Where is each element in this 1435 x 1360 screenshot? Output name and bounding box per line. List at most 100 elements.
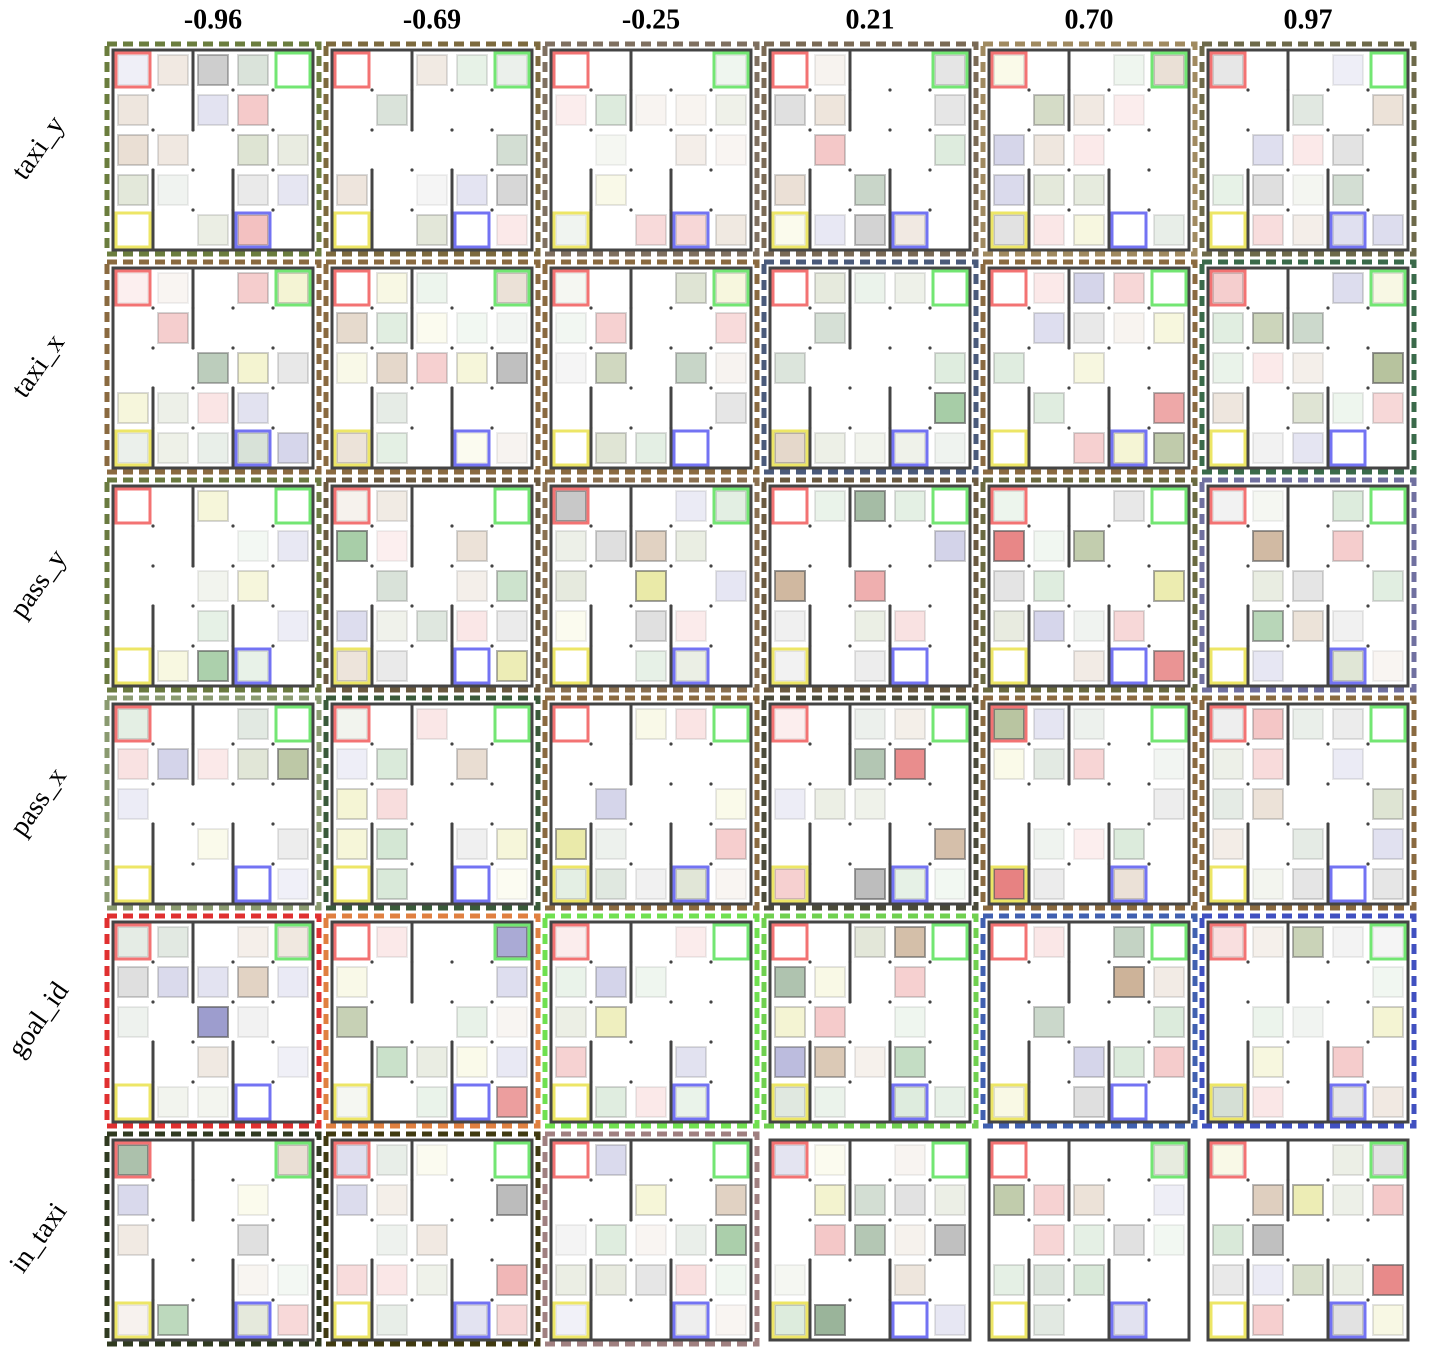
cell-tint [1252,868,1284,900]
cell-tint [1033,272,1065,304]
grid-dot [1366,208,1370,212]
grid-dot [1326,742,1330,746]
cell-tint [854,490,886,522]
cell-tint [1153,570,1185,602]
grid-dot [1107,88,1111,92]
cell-tint [376,1144,408,1176]
grid-dot [1107,524,1111,528]
cell-tint [715,828,747,860]
cell-tint [1033,926,1065,958]
panel [980,1131,1198,1347]
grid-dot [490,168,494,172]
cell-tint [854,570,886,602]
cell-tint [814,1224,846,1256]
grid-dot [490,644,494,648]
grid-dot [709,346,713,350]
cell-tint [376,1304,408,1336]
landmark [891,429,929,467]
panel [761,695,979,911]
cell-tint [675,490,707,522]
cell-tint [1332,610,1364,642]
cell-tint [1332,650,1364,682]
landmark [114,487,152,525]
grid-dot [1366,960,1370,964]
cell-tint [336,1184,368,1216]
cell-tint [555,1006,587,1038]
grid-dot [410,386,414,390]
grid-dot [589,306,593,310]
landmark [114,647,152,685]
landmark [114,1141,152,1179]
cell-tint [336,610,368,642]
cell-tint [894,610,926,642]
landmark [234,865,272,903]
grid-dot [1366,1000,1370,1004]
grid-dot [1147,1218,1151,1222]
grid-dot [1286,1298,1290,1302]
grid-dot [191,644,195,648]
grid-frame [111,920,315,1124]
grid-dot [928,1178,932,1182]
cell-tint [237,708,269,740]
landmark [1110,1301,1148,1339]
cell-tint [854,174,886,206]
landmark [493,487,531,525]
cell-tint [1372,650,1404,682]
cell-tint [675,94,707,126]
cell-tint [635,1184,667,1216]
grid-dot [928,1080,932,1084]
landmark [453,865,491,903]
cell-tint [715,392,747,424]
grid-dot [1326,306,1330,310]
cell-tint [555,1046,587,1078]
grid-frame [768,266,972,470]
grid-dot [1326,524,1330,528]
cell-tint [157,392,189,424]
cell-tint [894,432,926,464]
grid-dot [808,88,812,92]
panel-border [1199,41,1417,257]
panel-border [980,913,1198,1129]
cell-tint [456,312,488,344]
grid-dot [709,1000,713,1004]
cell-tint [117,174,149,206]
grid-dot [490,862,494,866]
grid-dot [490,1040,494,1044]
cell-tint [456,1046,488,1078]
cell-tint [157,1086,189,1118]
cell-tint [277,352,309,384]
cell-tint [635,214,667,246]
grid-dot [1326,128,1330,132]
panel-border [323,41,541,257]
grid-dot [589,960,593,964]
cell-tint [1153,1144,1185,1176]
grid-dot [848,822,852,826]
cell-tint [1332,708,1364,740]
cell-tint [774,1006,806,1038]
grid-dot [808,1178,812,1182]
cell-tint [496,1086,528,1118]
landmark [990,487,1028,525]
panel-border [761,259,979,475]
grid-dot [888,960,892,964]
cell-tint [1073,1086,1105,1118]
grid-dot [1246,1178,1250,1182]
landmark [234,1083,272,1121]
grid-dot [151,1218,155,1222]
grid-dot [1326,88,1330,92]
cell-tint [555,868,587,900]
cell-tint [416,1264,448,1296]
cell-tint [934,94,966,126]
grid-dot [271,306,275,310]
landmark [712,269,750,307]
landmark [672,647,710,685]
cell-tint [496,54,528,86]
landmark [1329,865,1367,903]
grid-dot [1147,88,1151,92]
cell-tint [934,1086,966,1118]
cell-tint [157,312,189,344]
cell-tint [117,966,149,998]
cell-tint [157,1304,189,1336]
grid-dot [1027,524,1031,528]
cell-tint [277,926,309,958]
